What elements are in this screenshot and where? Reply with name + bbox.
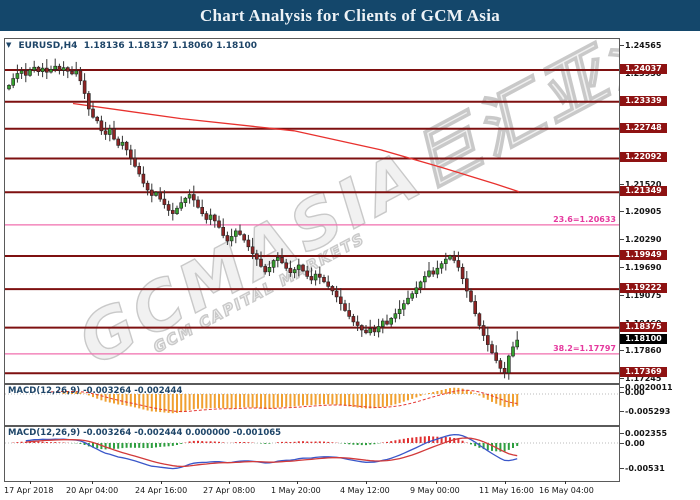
time-axis-tick xyxy=(297,481,298,484)
macd2-scale-max: 0.002355 xyxy=(619,429,668,438)
candlestick-chart xyxy=(5,58,619,380)
time-axis-label: 24 Apr 16:00 xyxy=(135,486,188,495)
time-axis[interactable]: 17 Apr 2018 20 Apr 04:00 24 Apr 16:00 27 Ap… xyxy=(4,481,620,500)
price-tick: 1.17860 xyxy=(619,346,662,355)
quote-header: ▼ EURUSD,H4 1.18136 1.18137 1.18060 1.18… xyxy=(6,41,257,51)
macd-panel-1[interactable]: MACD(12,26,9) -0.003264 -0.002444 xyxy=(4,384,620,426)
symbol-dropdown-icon[interactable]: ▼ xyxy=(6,41,12,49)
symbol-label: EURUSD,H4 xyxy=(18,41,78,51)
macd2-scale-min: -0.00531 xyxy=(620,464,665,473)
current-price-badge: 1.18100 xyxy=(620,334,667,345)
price-level-badge: 1.18375 xyxy=(620,321,667,332)
price-level-badge: 1.22748 xyxy=(620,122,667,133)
price-tick: 1.20290 xyxy=(619,235,662,245)
time-axis-label: 1 May 20:00 xyxy=(271,486,321,495)
macd2-scale-zero: 0.00 xyxy=(620,439,645,448)
time-axis-label: 16 May 04:00 xyxy=(539,486,594,495)
title-bar: Chart Analysis for Clients of GCM Asia xyxy=(0,0,700,31)
price-level-badge: 1.17369 xyxy=(620,367,667,378)
page-title: Chart Analysis for Clients of GCM Asia xyxy=(199,6,501,25)
time-axis-label: 27 Apr 08:00 xyxy=(203,486,256,495)
time-axis-tick xyxy=(366,481,367,484)
fibonacci-label: 38.2=1.17797 xyxy=(553,343,616,353)
macd1-scale-max: 0.0020011 xyxy=(620,383,673,392)
fibonacci-label: 23.6=1.20633 xyxy=(553,214,616,224)
time-axis-tick xyxy=(565,481,566,484)
price-level-badge: 1.22092 xyxy=(620,152,667,163)
time-axis-label: 11 May 16:00 xyxy=(479,486,534,495)
price-tick: 1.21520 xyxy=(619,179,662,189)
price-tick: 1.24565 xyxy=(619,41,662,50)
macd2-header: MACD(12,26,9) -0.003264 -0.002444 0.0000… xyxy=(8,428,282,438)
price-axis[interactable]: 1.245651.239501.215201.209051.202901.196… xyxy=(619,38,700,498)
time-axis-label: 20 Apr 04:00 xyxy=(66,486,119,495)
time-axis-tick xyxy=(92,481,93,484)
price-level-badge: 1.19949 xyxy=(620,249,667,260)
price-tick: 1.19075 xyxy=(619,290,662,300)
price-tick: 1.20905 xyxy=(619,207,662,217)
quote-values: 1.18136 1.18137 1.18060 1.18100 xyxy=(83,41,258,51)
macd1-scale-min: -0.005293 xyxy=(619,407,671,416)
price-level-badge: 1.23339 xyxy=(620,95,667,106)
macd-panel-2[interactable]: MACD(12,26,9) -0.003264 -0.002444 0.0000… xyxy=(4,426,620,482)
price-level-badge: 1.24037 xyxy=(620,64,667,75)
price-level-badge: 1.19222 xyxy=(620,283,667,294)
time-axis-label: 9 May 00:00 xyxy=(410,486,460,495)
time-axis-tick xyxy=(161,481,162,484)
time-axis-tick xyxy=(505,481,506,484)
time-axis-label: 17 Apr 2018 xyxy=(4,486,54,495)
macd1-header: MACD(12,26,9) -0.003264 -0.002444 xyxy=(8,386,183,396)
price-tick: 1.17245 xyxy=(619,373,662,383)
time-axis-tick xyxy=(436,481,437,484)
macd2-plot xyxy=(5,433,619,470)
price-level-badge: 1.21349 xyxy=(620,186,667,197)
time-axis-tick xyxy=(229,481,230,484)
time-axis-label: 4 May 12:00 xyxy=(340,486,390,495)
macd1-plot xyxy=(5,387,619,414)
time-axis-tick xyxy=(30,481,31,484)
price-tick: 1.19690 xyxy=(619,262,662,272)
macd1-scale-zero: 0.00 xyxy=(620,388,645,397)
main-chart-area[interactable]: GCMASIA巨汇亚洲 GCM CAPITAL MARKETS 23.6=1.2… xyxy=(4,38,620,384)
